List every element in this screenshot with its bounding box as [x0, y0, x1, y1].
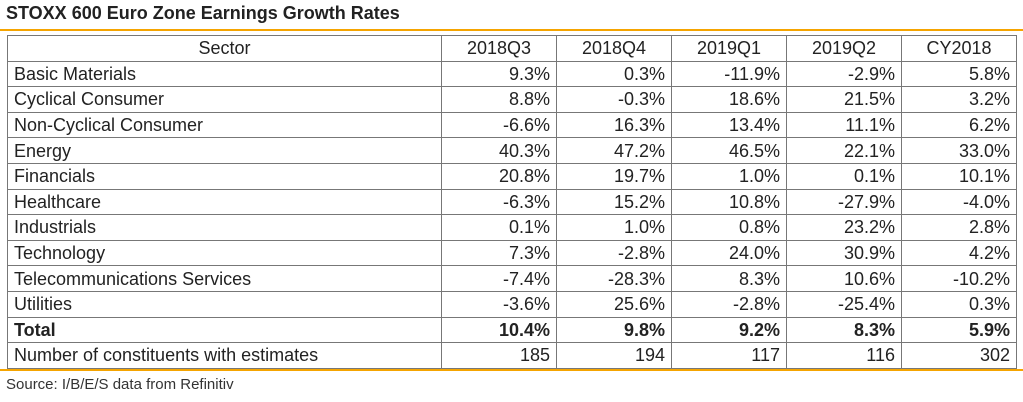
value-cell: 0.1% [441, 214, 557, 241]
value-cell: 25.6% [556, 290, 672, 318]
value-cell: 46.5% [671, 137, 787, 164]
value-cell: -10.2% [901, 265, 1017, 292]
value-cell: 185 [441, 342, 557, 369]
value-cell: 13.4% [671, 111, 787, 139]
top-accent-rule [0, 29, 1023, 31]
value-cell: 22.1% [786, 137, 902, 164]
value-cell: 19.7% [556, 162, 672, 190]
value-cell: -25.4% [786, 290, 902, 318]
bottom-accent-rule [0, 369, 1023, 371]
value-cell: 194 [556, 342, 672, 369]
sector-label: Non-Cyclical Consumer [7, 111, 442, 139]
sector-label: Basic Materials [7, 60, 442, 88]
sector-label: Telecommunications Services [7, 265, 442, 292]
table-row: Basic Materials 9.3% 0.3% -11.9% -2.9% 5.8% [7, 60, 1017, 88]
value-cell: -3.6% [441, 290, 557, 318]
value-cell: 5.9% [901, 316, 1017, 344]
value-cell: 16.3% [556, 111, 672, 139]
value-cell: -6.3% [441, 188, 557, 216]
column-header: 2018Q4 [556, 35, 672, 62]
table-title: STOXX 600 Euro Zone Earnings Growth Rate… [6, 3, 400, 23]
value-cell: 117 [671, 342, 787, 369]
sector-label: Healthcare [7, 188, 442, 216]
column-header: 2019Q1 [671, 35, 787, 62]
value-cell: 23.2% [786, 214, 902, 241]
source-note: Source: I/B/E/S data from Refinitiv [6, 376, 234, 393]
value-cell: -2.8% [556, 239, 672, 267]
value-cell: 30.9% [786, 239, 902, 267]
column-header: 2019Q2 [786, 35, 902, 62]
table-row: Number of constituents with estimates 185… [7, 342, 1017, 369]
value-cell: 11.1% [786, 111, 902, 139]
value-cell: 20.8% [441, 162, 557, 190]
table-row: Non-Cyclical Consumer -6.6% 16.3% 13.4% 11.1… [7, 111, 1017, 139]
column-header: CY2018 [901, 35, 1017, 62]
value-cell: 47.2% [556, 137, 672, 164]
value-cell: 0.3% [901, 290, 1017, 318]
value-cell: 2.8% [901, 214, 1017, 241]
value-cell: 0.8% [671, 214, 787, 241]
value-cell: -2.8% [671, 290, 787, 318]
sector-label: Utilities [7, 290, 442, 318]
value-cell: -0.3% [556, 86, 672, 113]
value-cell: -4.0% [901, 188, 1017, 216]
value-cell: -6.6% [441, 111, 557, 139]
table-row: Technology 7.3% -2.8% 24.0% 30.9% 4.2% [7, 239, 1017, 267]
value-cell: 7.3% [441, 239, 557, 267]
value-cell: 1.0% [671, 162, 787, 190]
value-cell: -2.9% [786, 60, 902, 88]
value-cell: 0.1% [786, 162, 902, 190]
table-row: Financials 20.8% 19.7% 1.0% 0.1% 10.1% [7, 162, 1017, 190]
value-cell: 6.2% [901, 111, 1017, 139]
value-cell: 9.8% [556, 316, 672, 344]
table-body: Basic Materials 9.3% 0.3% -11.9% -2.9% 5.8% Cy… [7, 60, 1017, 369]
table-row: Telecommunications Services -7.4% -28.3% 8.… [7, 265, 1017, 292]
value-cell: 116 [786, 342, 902, 369]
value-cell: 40.3% [441, 137, 557, 164]
value-cell: 24.0% [671, 239, 787, 267]
table-row: Healthcare -6.3% 15.2% 10.8% -27.9% -4.0% [7, 188, 1017, 216]
value-cell: 9.2% [671, 316, 787, 344]
value-cell: 15.2% [556, 188, 672, 216]
value-cell: 33.0% [901, 137, 1017, 164]
value-cell: 4.2% [901, 239, 1017, 267]
value-cell: 8.3% [786, 316, 902, 344]
value-cell: 10.6% [786, 265, 902, 292]
sector-label: Energy [7, 137, 442, 164]
sector-label: Cyclical Consumer [7, 86, 442, 113]
earnings-growth-table: Sector 2018Q3 2018Q4 2019Q1 2019Q2 CY201… [7, 35, 1017, 369]
value-cell: 10.4% [441, 316, 557, 344]
value-cell: 18.6% [671, 86, 787, 113]
sector-label: Financials [7, 162, 442, 190]
header-row: Sector 2018Q3 2018Q4 2019Q1 2019Q2 CY201… [7, 35, 1017, 62]
sector-label: Technology [7, 239, 442, 267]
value-cell: 0.3% [556, 60, 672, 88]
table-row: Utilities -3.6% 25.6% -2.8% -25.4% 0.3% [7, 290, 1017, 318]
column-header: 2018Q3 [441, 35, 557, 62]
value-cell: -27.9% [786, 188, 902, 216]
value-cell: 10.8% [671, 188, 787, 216]
value-cell: 9.3% [441, 60, 557, 88]
value-cell: -7.4% [441, 265, 557, 292]
table-row: Energy 40.3% 47.2% 46.5% 22.1% 33.0% [7, 137, 1017, 164]
value-cell: 8.3% [671, 265, 787, 292]
value-cell: 8.8% [441, 86, 557, 113]
value-cell: 5.8% [901, 60, 1017, 88]
column-header: Sector [7, 35, 442, 62]
table-row: Industrials 0.1% 1.0% 0.8% 23.2% 2.8% [7, 214, 1017, 241]
total-row: Total 10.4% 9.8% 9.2% 8.3% 5.9% [7, 316, 1017, 344]
value-cell: 3.2% [901, 86, 1017, 113]
table-row: Cyclical Consumer 8.8% -0.3% 18.6% 21.5% 3.2% [7, 86, 1017, 113]
value-cell: 1.0% [556, 214, 672, 241]
value-cell: -11.9% [671, 60, 787, 88]
sector-label: Total [7, 316, 442, 344]
value-cell: 302 [901, 342, 1017, 369]
sector-label: Number of constituents with estimates [7, 342, 442, 369]
sector-label: Industrials [7, 214, 442, 241]
value-cell: 21.5% [786, 86, 902, 113]
value-cell: 10.1% [901, 162, 1017, 190]
value-cell: -28.3% [556, 265, 672, 292]
